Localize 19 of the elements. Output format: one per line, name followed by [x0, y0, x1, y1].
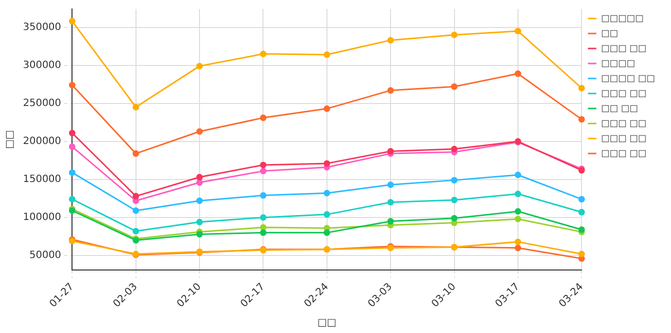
legend-label: □□□□ — [601, 58, 636, 69]
legend-label: □□□ □□ — [601, 118, 647, 129]
y-axis-title: □□ — [4, 130, 16, 149]
y-tick-label: 350000 — [22, 22, 62, 33]
legend-label: □□ — [601, 28, 618, 39]
legend-label: □□□ □□ — [601, 44, 647, 54]
y-tick-label: 100000 — [22, 212, 62, 224]
y-tick-label: 250000 — [22, 98, 62, 109]
y-tick-label: 300000 — [22, 60, 62, 71]
legend-label: □□□□□ — [601, 14, 644, 24]
x-axis-title: □□ — [317, 318, 336, 329]
legend-label: □□□□ □□ — [601, 74, 656, 84]
legend-label: □□□ □□ — [601, 88, 647, 99]
y-tick-label: 150000 — [22, 174, 62, 186]
legend-label: □□ □□ — [601, 104, 638, 114]
y-tick-label: 200000 — [22, 136, 62, 147]
y-tick-label: 50000 — [29, 250, 62, 262]
legend-label: □□□ □□ — [601, 134, 647, 144]
legend-label: □□□ □□ — [601, 148, 647, 159]
